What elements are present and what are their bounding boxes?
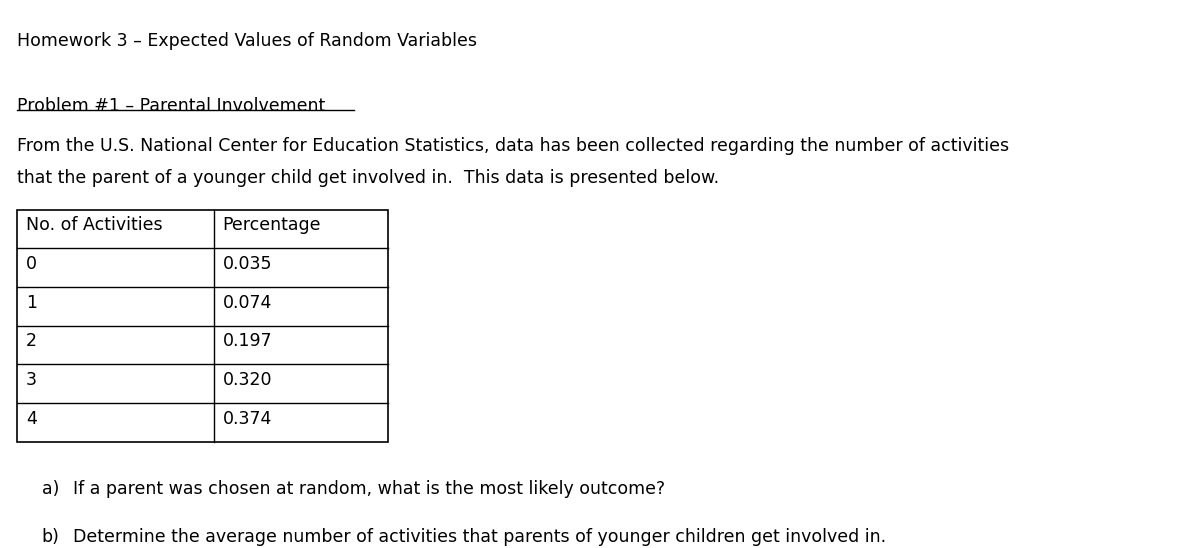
Text: Determine the average number of activities that parents of younger children get : Determine the average number of activiti… — [73, 528, 886, 546]
Text: Homework 3 – Expected Values of Random Variables: Homework 3 – Expected Values of Random V… — [17, 32, 476, 50]
Text: 0.035: 0.035 — [222, 255, 272, 273]
Text: Percentage: Percentage — [222, 216, 322, 234]
Text: 1: 1 — [26, 294, 37, 311]
Text: No. of Activities: No. of Activities — [26, 216, 162, 234]
Text: If a parent was chosen at random, what is the most likely outcome?: If a parent was chosen at random, what i… — [73, 480, 665, 498]
Text: From the U.S. National Center for Education Statistics, data has been collected : From the U.S. National Center for Educat… — [17, 137, 1009, 155]
Text: 0: 0 — [26, 255, 37, 273]
Bar — [17, 210, 388, 442]
Text: 3: 3 — [26, 371, 37, 389]
Text: 2: 2 — [26, 332, 37, 350]
Text: that the parent of a younger child get involved in.  This data is presented belo: that the parent of a younger child get i… — [17, 169, 719, 187]
Text: 0.374: 0.374 — [222, 410, 272, 427]
Text: b): b) — [42, 528, 60, 546]
Text: Problem #1 – Parental Involvement: Problem #1 – Parental Involvement — [17, 97, 325, 115]
Text: 0.320: 0.320 — [222, 371, 272, 389]
Text: 0.197: 0.197 — [222, 332, 272, 350]
Text: 0.074: 0.074 — [222, 294, 272, 311]
Text: 4: 4 — [26, 410, 37, 427]
Text: a): a) — [42, 480, 59, 498]
